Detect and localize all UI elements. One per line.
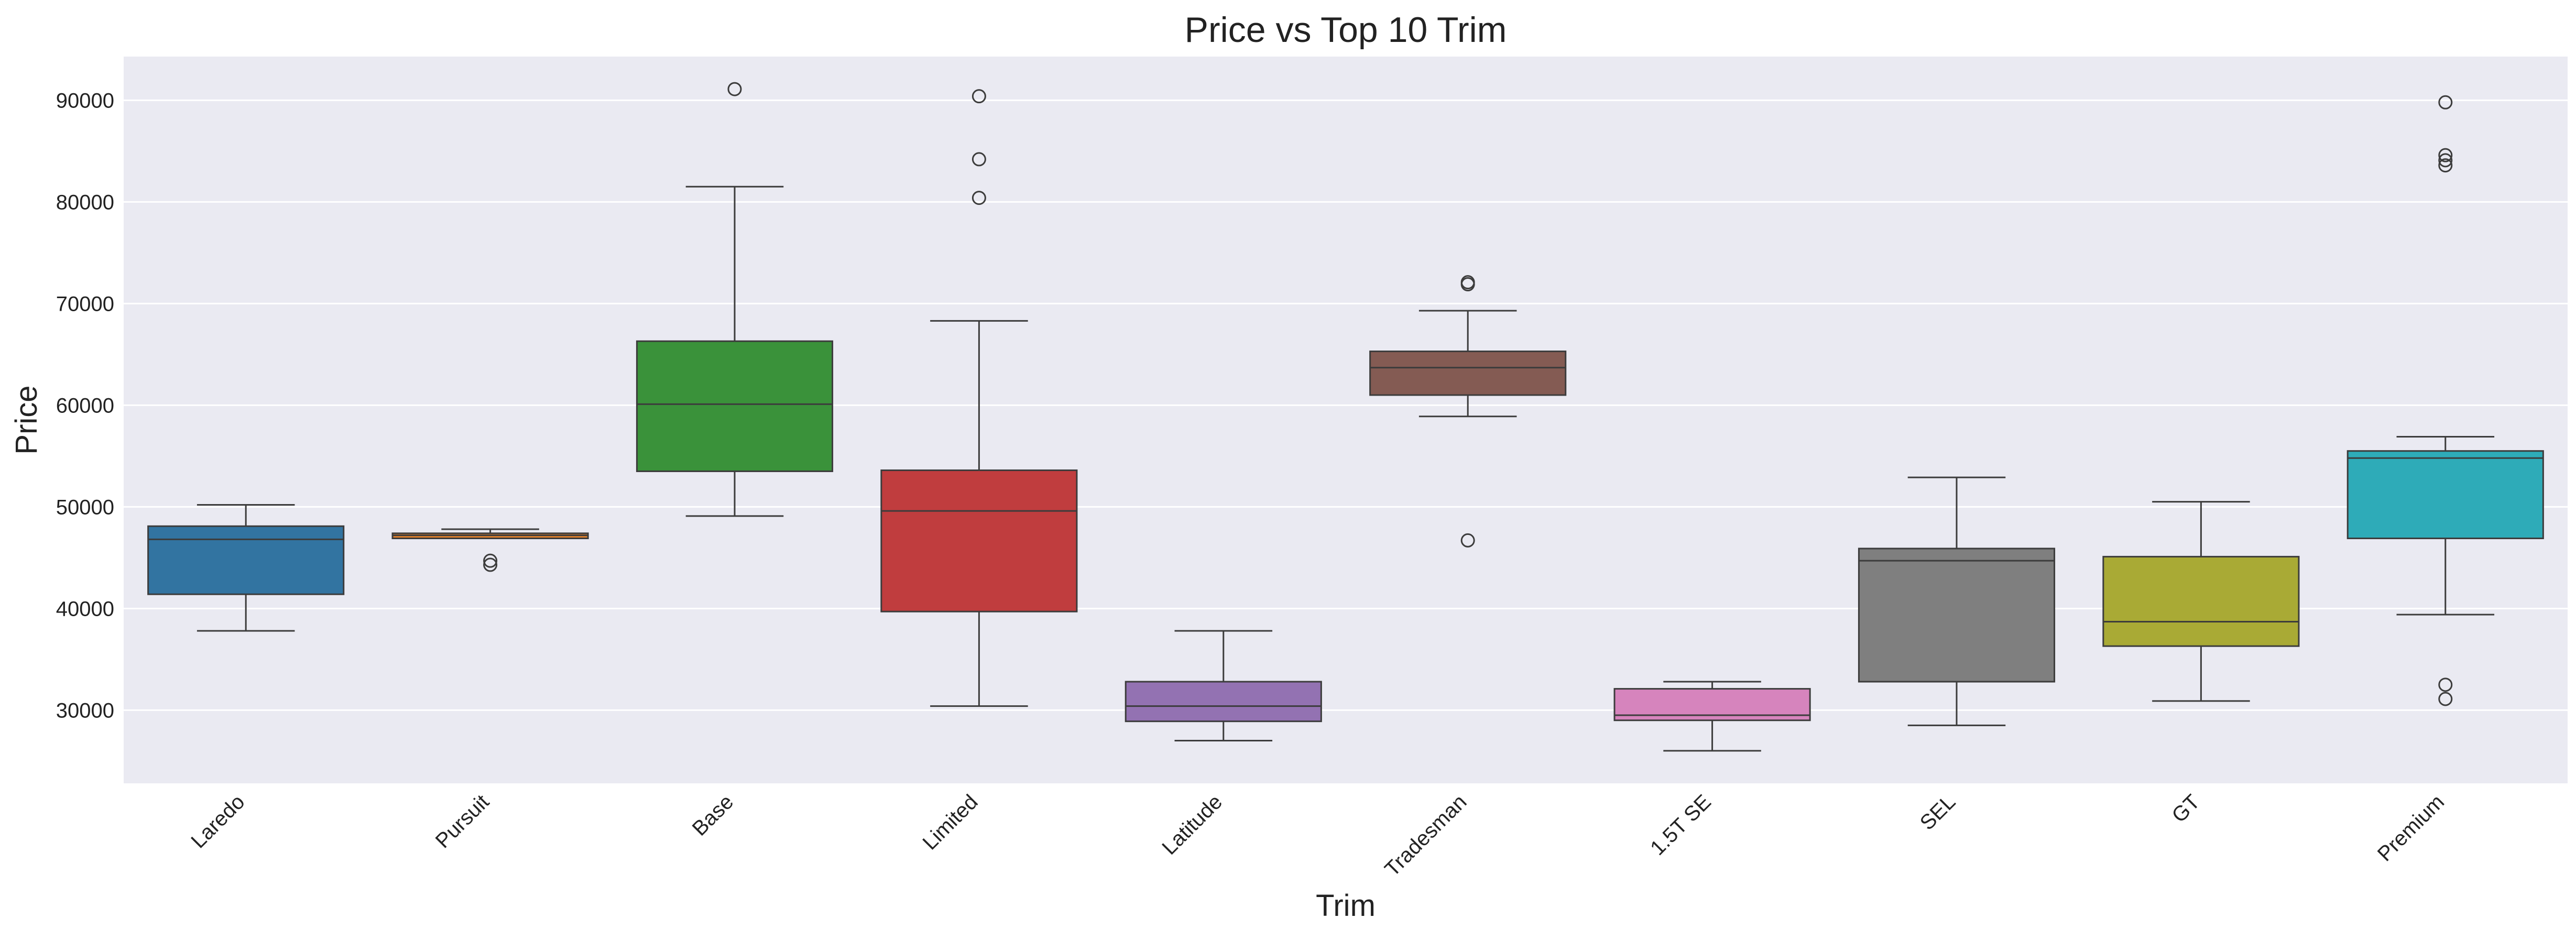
chart-title: Price vs Top 10 Trim: [1185, 10, 1507, 50]
y-tick-label: 30000: [56, 699, 114, 722]
x-tick-label: Laredo: [187, 790, 249, 852]
x-tick-label: 1.5T SE: [1646, 790, 1716, 860]
outlier-point: [2438, 148, 2453, 162]
box-group: [636, 82, 834, 517]
x-tick-label: SEL: [1916, 790, 1960, 835]
box: [1858, 548, 2056, 683]
outlier-point: [2438, 158, 2453, 173]
outlier-point: [483, 558, 498, 572]
box-group: [2102, 501, 2300, 702]
y-axis-ticks: 30000 40000 50000 60000 70000 80000 90000: [56, 89, 114, 722]
outlier-point: [2438, 95, 2453, 110]
plot-area: [124, 57, 2568, 783]
x-tick-label: Premium: [2373, 790, 2449, 866]
outlier-point: [727, 82, 742, 96]
y-axis-label: Price: [9, 385, 43, 454]
box-group: [1369, 275, 1567, 548]
box: [1125, 681, 1322, 723]
outlier-point: [2438, 692, 2453, 706]
box-group: [1613, 681, 1811, 752]
box: [147, 525, 345, 595]
box-group: [1125, 630, 1322, 742]
box-group: [2346, 95, 2544, 706]
x-tick-label: Base: [688, 790, 738, 840]
y-tick-label: 80000: [56, 191, 114, 214]
x-tick-label: GT: [2167, 790, 2204, 827]
y-tick-label: 60000: [56, 394, 114, 417]
y-tick-label: 70000: [56, 292, 114, 315]
outlier-point: [972, 191, 986, 205]
x-tick-label: Limited: [918, 790, 982, 854]
x-tick-label: Tradesman: [1380, 790, 1471, 881]
outlier-point: [2438, 153, 2453, 168]
box: [2102, 555, 2300, 647]
box-group: [1858, 476, 2056, 726]
outlier-point: [1460, 275, 1475, 290]
outlier-point: [972, 89, 986, 104]
box-group: [147, 504, 345, 632]
box: [1369, 351, 1567, 396]
box: [880, 469, 1078, 613]
box-series: [147, 82, 2544, 752]
grid-lines: [124, 99, 2568, 711]
box: [636, 340, 834, 472]
x-axis-ticks: Laredo Pursuit Base Limited Latitude Tradesma…: [187, 790, 2449, 881]
x-axis-label: Trim: [1316, 889, 1376, 923]
outlier-point: [483, 553, 498, 568]
y-tick-label: 50000: [56, 496, 114, 519]
y-tick-label: 40000: [56, 597, 114, 620]
x-tick-label: Pursuit: [431, 790, 494, 852]
box-group: [391, 528, 589, 572]
outlier-point: [1460, 533, 1475, 548]
box: [2346, 450, 2544, 539]
outlier-point: [2438, 677, 2453, 692]
x-tick-label: Latitude: [1158, 790, 1227, 859]
outlier-point: [972, 152, 986, 167]
box-group: [880, 89, 1078, 707]
y-tick-label: 90000: [56, 89, 114, 112]
